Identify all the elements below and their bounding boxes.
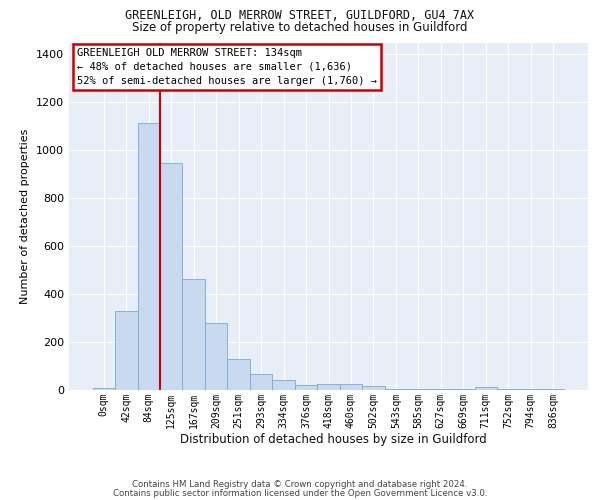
Bar	[362, 386, 385, 390]
Bar	[317, 384, 340, 390]
Text: GREENLEIGH OLD MERROW STREET: 134sqm
← 48% of detached houses are smaller (1,636: GREENLEIGH OLD MERROW STREET: 134sqm ← 4…	[77, 48, 377, 86]
Text: Contains HM Land Registry data © Crown copyright and database right 2024.: Contains HM Land Registry data © Crown c…	[132, 480, 468, 489]
Text: Size of property relative to detached houses in Guildford: Size of property relative to detached ho…	[132, 21, 468, 34]
Bar	[542, 389, 565, 390]
Bar	[385, 389, 407, 390]
Bar	[497, 389, 520, 390]
Bar	[340, 384, 362, 390]
Bar	[430, 389, 452, 390]
Bar	[227, 359, 250, 390]
Bar	[137, 123, 160, 390]
Y-axis label: Number of detached properties: Number of detached properties	[20, 128, 31, 304]
Bar	[205, 324, 227, 390]
Bar	[160, 164, 182, 390]
Text: GREENLEIGH, OLD MERROW STREET, GUILDFORD, GU4 7AX: GREENLEIGH, OLD MERROW STREET, GUILDFORD…	[125, 9, 475, 22]
Bar	[182, 279, 205, 390]
Bar	[520, 389, 542, 390]
Text: Contains public sector information licensed under the Open Government Licence v3: Contains public sector information licen…	[113, 489, 487, 498]
Text: Distribution of detached houses by size in Guildford: Distribution of detached houses by size …	[179, 432, 487, 446]
Bar	[452, 389, 475, 390]
Bar	[272, 380, 295, 390]
Bar	[92, 388, 115, 390]
Bar	[115, 312, 137, 390]
Bar	[475, 387, 497, 390]
Bar	[407, 389, 430, 390]
Bar	[295, 384, 317, 390]
Bar	[250, 374, 272, 390]
